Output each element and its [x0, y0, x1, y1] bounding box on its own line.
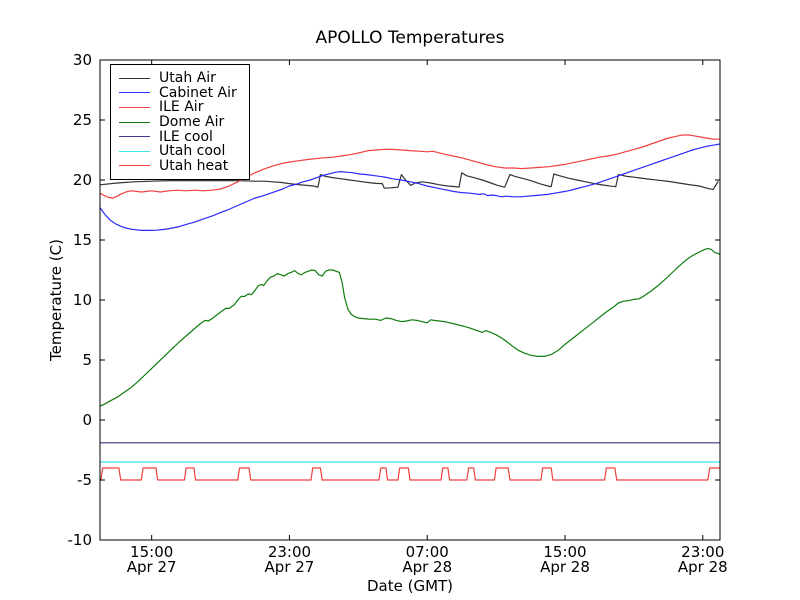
legend-label: Utah heat: [159, 157, 229, 174]
legend-line-sample: [119, 77, 150, 79]
x-tick-label-date: Apr 28: [678, 558, 728, 576]
y-tick-label: 15: [73, 231, 92, 249]
series-line-utah-air: [99, 172, 719, 191]
y-tick-label: 20: [73, 171, 92, 189]
series-line-dome-air: [99, 247, 721, 407]
y-tick-label: 0: [82, 411, 92, 429]
x-tick-label-date: Apr 27: [265, 558, 315, 576]
legend-line-sample: [119, 136, 150, 138]
legend-label: Dome Air: [159, 114, 225, 131]
x-tick-label-time: 15:00: [543, 543, 586, 561]
legend-line-sample: [119, 106, 150, 108]
y-tick-label: -10: [68, 531, 93, 549]
y-axis-label: Temperature (C): [47, 239, 65, 361]
legend-label: ILE cool: [159, 128, 213, 145]
legend-item-ile-cool: ILE cool: [119, 128, 237, 145]
legend-line-sample: [119, 121, 150, 123]
y-tick-label: -5: [77, 471, 92, 489]
legend-line-sample: [119, 165, 150, 167]
y-tick-label: 25: [73, 111, 92, 129]
x-tick-label-date: Apr 28: [402, 558, 452, 576]
series-line-cabinet-air: [99, 143, 721, 231]
legend-label: Cabinet Air: [159, 84, 237, 101]
x-axis-label: Date (GMT): [366, 577, 454, 595]
x-tick-label-time: 15:00: [130, 543, 173, 561]
chart-title: APOLLO Temperatures: [315, 28, 505, 48]
x-tick-label-date: Apr 27: [127, 558, 177, 576]
x-tick-label-date: Apr 28: [540, 558, 590, 576]
legend-line-sample: [119, 150, 150, 152]
x-tick-label-time: 23:00: [681, 543, 724, 561]
series-line-ile-air: [99, 134, 720, 199]
series-line-utah-heat: [100, 467, 720, 481]
y-tick-label: 10: [73, 291, 92, 309]
y-tick-label: 5: [82, 351, 92, 369]
x-tick-label-time: 07:00: [406, 543, 449, 561]
legend: Utah Air Cabinet Air ILE Air Dome Air ILE co…: [110, 64, 250, 181]
legend-item-ile-air: ILE Air: [119, 99, 237, 116]
legend-item-utah-air: Utah Air: [119, 70, 237, 87]
legend-label: ILE Air: [159, 99, 204, 116]
legend-item-cabinet-air: Cabinet Air: [119, 84, 237, 101]
legend-label: Utah cool: [159, 143, 226, 160]
x-tick-label-time: 23:00: [268, 543, 311, 561]
y-tick-label: 30: [73, 51, 92, 69]
legend-line-sample: [119, 92, 150, 94]
legend-label: Utah Air: [159, 70, 216, 87]
legend-item-utah-heat: Utah heat: [119, 157, 237, 174]
legend-item-dome-air: Dome Air: [119, 114, 237, 131]
legend-item-utah-cool: Utah cool: [119, 143, 237, 160]
